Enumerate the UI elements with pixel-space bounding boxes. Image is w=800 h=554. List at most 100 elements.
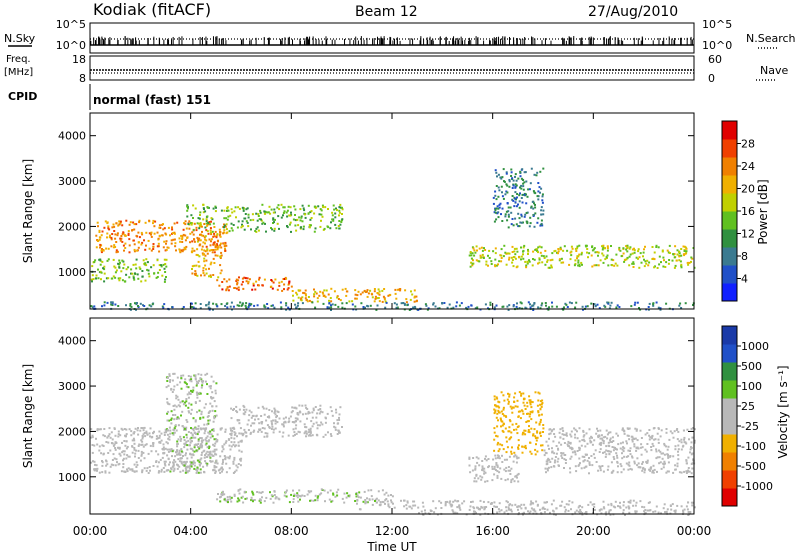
heatmap-cell bbox=[166, 442, 169, 445]
heatmap-cell bbox=[631, 456, 634, 459]
heatmap-cell bbox=[551, 301, 553, 304]
heatmap-cell bbox=[155, 450, 158, 453]
heatmap-cell bbox=[297, 413, 300, 416]
heatmap-cell bbox=[199, 377, 202, 380]
heatmap-cell bbox=[238, 276, 240, 279]
heatmap-region bbox=[468, 244, 696, 269]
heatmap-cell bbox=[503, 399, 506, 402]
heatmap-cell bbox=[507, 466, 510, 468]
heatmap-cell bbox=[308, 491, 311, 494]
heatmap-cell bbox=[220, 246, 223, 249]
heatmap-cell bbox=[574, 465, 577, 468]
heatmap-cell bbox=[628, 427, 631, 430]
heatmap-cell bbox=[607, 450, 609, 453]
heatmap-cell bbox=[158, 224, 161, 227]
heatmap-cell bbox=[473, 477, 476, 480]
heatmap-cell bbox=[261, 222, 264, 225]
heatmap-cell bbox=[595, 432, 598, 435]
heatmap-cell bbox=[625, 258, 628, 261]
heatmap-cell bbox=[162, 246, 165, 249]
heatmap-cell bbox=[498, 448, 501, 451]
heatmap-cell bbox=[208, 267, 210, 270]
heatmap-cell bbox=[309, 431, 312, 434]
heatmap-cell bbox=[502, 430, 505, 433]
heatmap-cell bbox=[149, 427, 152, 430]
heatmap-cell bbox=[503, 511, 506, 514]
heatmap-cell bbox=[532, 190, 535, 193]
heatmap-cell bbox=[646, 432, 649, 435]
heatmap-cell bbox=[191, 247, 194, 250]
heatmap-cell bbox=[261, 427, 264, 429]
heatmap-region bbox=[165, 372, 218, 474]
heatmap-cell bbox=[637, 462, 640, 465]
heatmap-cell bbox=[535, 443, 537, 446]
heatmap-cell bbox=[456, 500, 459, 503]
heatmap-cell bbox=[223, 278, 226, 281]
heatmap-cell bbox=[578, 457, 581, 460]
heatmap-cell bbox=[534, 510, 537, 513]
heatmap-cell bbox=[206, 450, 209, 453]
heatmap-cell bbox=[216, 240, 219, 243]
heatmap-cell bbox=[164, 428, 167, 431]
heatmap-cell bbox=[340, 221, 343, 223]
heatmap-cell bbox=[567, 440, 570, 443]
heatmap-cell bbox=[659, 461, 662, 464]
heatmap-cell bbox=[177, 453, 180, 456]
heatmap-cell bbox=[472, 506, 475, 509]
heatmap-cell bbox=[209, 244, 212, 247]
heatmap-cell bbox=[188, 391, 191, 394]
heatmap-cell bbox=[667, 454, 670, 457]
heatmap-cell bbox=[275, 496, 278, 499]
heatmap-cell bbox=[548, 458, 551, 461]
heatmap-cell bbox=[519, 192, 521, 195]
heatmap-cell bbox=[184, 239, 187, 242]
heatmap-cell bbox=[596, 427, 598, 430]
heatmap-cell bbox=[146, 433, 149, 436]
heatmap-cell bbox=[161, 234, 164, 237]
heatmap-cell bbox=[192, 429, 195, 432]
heatmap-cell bbox=[184, 234, 187, 237]
heatmap-cell bbox=[165, 441, 168, 444]
heatmap-cell bbox=[542, 255, 545, 258]
heatmap-cell bbox=[222, 458, 224, 461]
heatmap-cell bbox=[597, 469, 600, 472]
heatmap-cell bbox=[588, 457, 590, 459]
heatmap-cell bbox=[571, 451, 574, 454]
heatmap-cell bbox=[519, 175, 522, 178]
heatmap-cell bbox=[339, 223, 342, 226]
heatmap-cell bbox=[227, 289, 230, 292]
heatmap-cell bbox=[108, 228, 111, 231]
heatmap-cell bbox=[345, 496, 348, 499]
heatmap-cell bbox=[235, 216, 237, 219]
heatmap-cell bbox=[204, 403, 207, 406]
heatmap-cell bbox=[424, 303, 427, 306]
heatmap-cell bbox=[647, 306, 650, 308]
heatmap-cell bbox=[202, 218, 205, 221]
heatmap-cell bbox=[561, 500, 564, 503]
heatmap-cell bbox=[210, 238, 213, 241]
heatmap-cell bbox=[227, 215, 230, 218]
heatmap-cell bbox=[578, 265, 581, 268]
heatmap-cell bbox=[678, 255, 681, 258]
heatmap-cell bbox=[522, 392, 525, 395]
heatmap-cell bbox=[650, 449, 653, 452]
colorbar-tick-label: 20 bbox=[741, 183, 755, 196]
x-tick-label: 00:00 bbox=[677, 524, 712, 538]
heatmap-cell bbox=[174, 460, 177, 463]
heatmap-cell bbox=[328, 306, 331, 309]
heatmap-cell bbox=[262, 221, 265, 224]
heatmap-cell bbox=[123, 470, 126, 473]
heatmap-cell bbox=[121, 441, 123, 444]
heatmap-cell bbox=[169, 450, 172, 453]
heatmap-cell bbox=[176, 376, 179, 379]
heatmap-cell bbox=[258, 428, 261, 431]
heatmap-cell bbox=[199, 211, 202, 214]
heatmap-cell bbox=[251, 499, 254, 502]
heatmap-cell bbox=[676, 462, 679, 465]
heatmap-cell bbox=[628, 255, 631, 258]
heatmap-cell bbox=[168, 435, 171, 438]
heatmap-cell bbox=[644, 260, 647, 263]
heatmap-cell bbox=[505, 500, 508, 503]
heatmap-cell bbox=[179, 457, 182, 460]
heatmap-cell bbox=[177, 438, 180, 441]
